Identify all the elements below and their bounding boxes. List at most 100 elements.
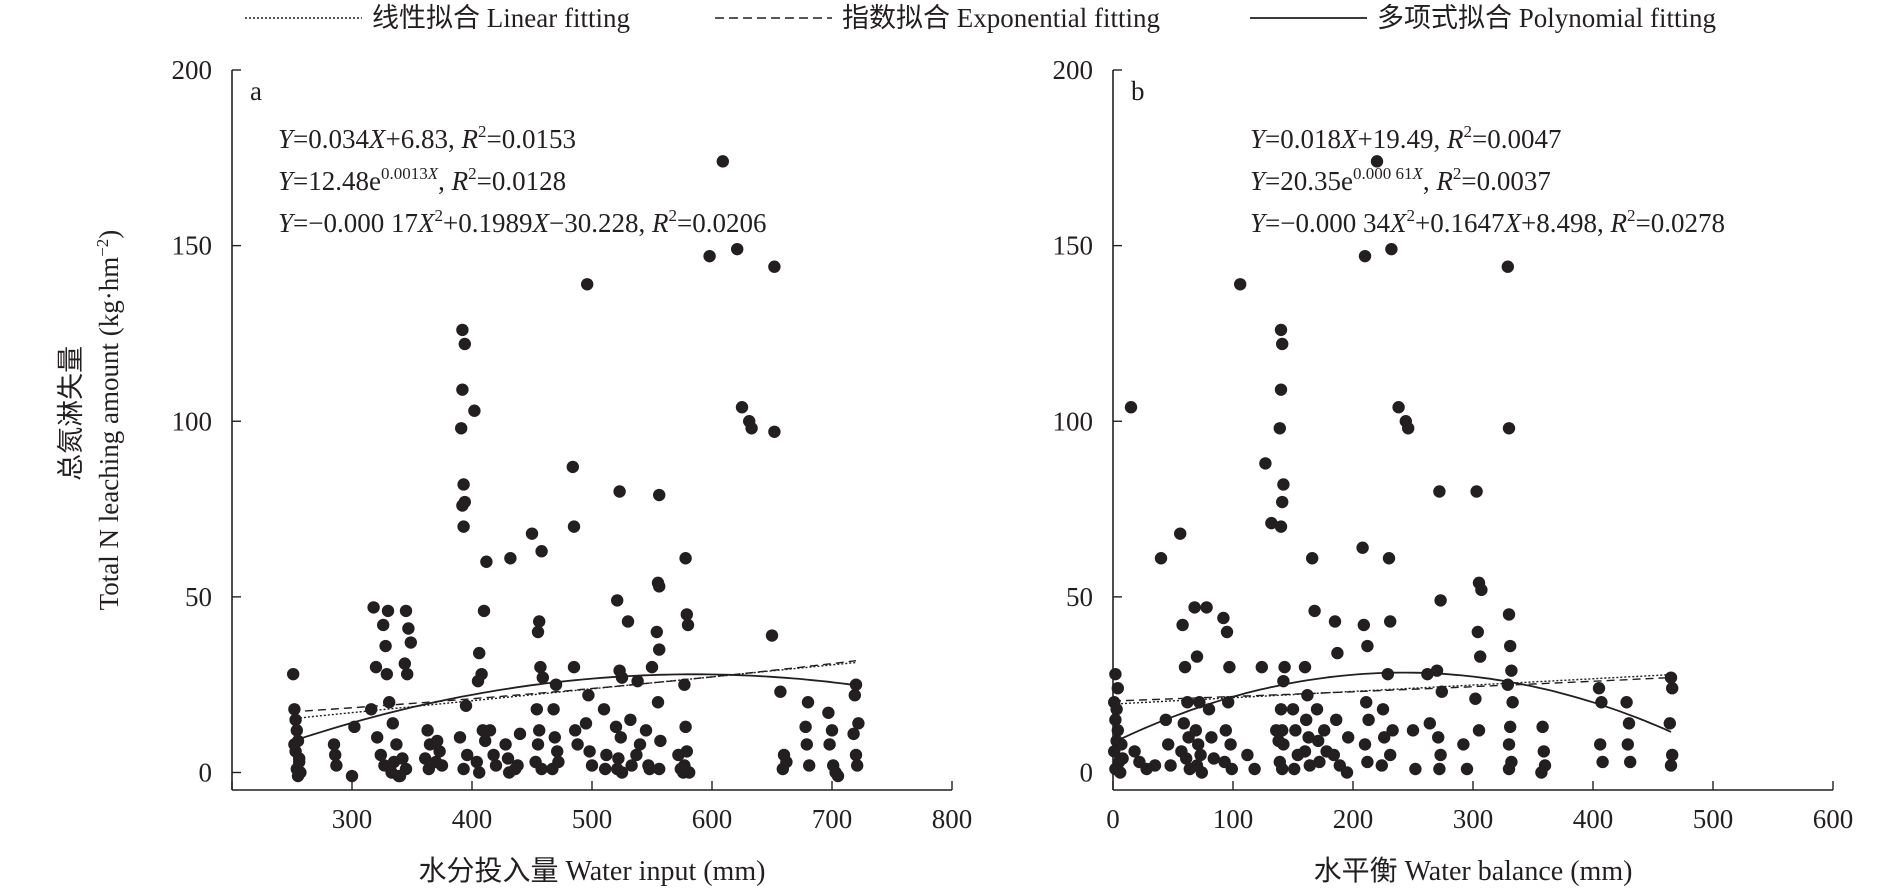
data-point [1181, 696, 1194, 709]
data-point [1192, 738, 1205, 751]
data-point [1434, 748, 1447, 762]
data-point [1357, 618, 1371, 632]
data-point [1331, 646, 1344, 660]
data-point [1298, 660, 1312, 674]
data-point [852, 717, 865, 730]
data-point [404, 636, 417, 649]
data-point [1330, 713, 1343, 727]
data-point [679, 552, 692, 565]
data-point [1174, 527, 1187, 540]
data-point [377, 618, 390, 632]
data-point [569, 724, 582, 737]
legend: 线性拟合 Linear fitting 指数拟合 Exponential fit… [245, 3, 1716, 33]
equation-part: =0.0206 [677, 208, 766, 238]
data-point [645, 660, 659, 674]
data-point [1666, 748, 1679, 762]
data-point [566, 460, 579, 474]
equation-part: =0.0153 [487, 124, 576, 154]
data-point [1278, 660, 1291, 674]
data-point [1189, 724, 1203, 737]
data-point [1225, 762, 1239, 776]
data-point [1434, 594, 1447, 607]
data-point [1114, 766, 1127, 779]
data-point [847, 727, 860, 741]
data-point [823, 738, 836, 751]
equation-part: X [1412, 164, 1424, 183]
y-axis-label-cn: 总氮淋失量 [56, 346, 86, 481]
data-point [1188, 601, 1201, 614]
data-point [1190, 650, 1204, 663]
data-point [1276, 337, 1289, 351]
data-point [365, 703, 378, 716]
data-point [630, 748, 643, 762]
data-point [1536, 720, 1549, 734]
data-point [803, 759, 816, 772]
data-point [1109, 667, 1122, 681]
data-point [459, 699, 473, 712]
data-point [1248, 762, 1261, 776]
data-point [1310, 703, 1324, 716]
data-point [1358, 249, 1372, 263]
data-point [1663, 717, 1677, 730]
data-point [468, 404, 481, 417]
fit-equation: Y=−0.000 17X2+0.1989X−30.228, R2=0.0206 [278, 206, 766, 238]
data-point [1666, 682, 1679, 695]
data-point [831, 769, 845, 783]
data-point [768, 425, 781, 438]
data-point [1537, 745, 1551, 758]
data-point [1274, 323, 1288, 337]
data-point [1217, 611, 1230, 625]
data-point [654, 734, 667, 748]
y-axis-label-close: ) [94, 230, 124, 239]
data-point [1205, 731, 1218, 744]
data-point [549, 678, 563, 691]
data-point [435, 759, 449, 772]
data-point [1176, 618, 1189, 632]
data-point [380, 667, 393, 681]
data-point [455, 422, 468, 435]
data-point [621, 615, 635, 628]
data-point [567, 660, 581, 674]
data-point [609, 720, 623, 734]
data-point [1302, 731, 1315, 744]
fit-line-polynomial [1112, 671, 1672, 744]
equation-part: +8.498, [1521, 208, 1610, 238]
data-point [381, 604, 395, 618]
equation-part: R [461, 124, 479, 154]
equation-part: +0.1647 [1415, 208, 1504, 238]
data-point [1306, 552, 1319, 565]
data-point [633, 738, 647, 751]
data-point [1502, 422, 1516, 435]
equation-part: +19.49, [1358, 124, 1447, 154]
data-point [383, 696, 396, 709]
equation-part: X [427, 164, 439, 183]
x-tick-label: 600 [1813, 804, 1854, 834]
data-point [457, 762, 470, 776]
data-point [1409, 762, 1422, 776]
data-point [1115, 738, 1128, 751]
data-point [1502, 738, 1516, 751]
data-point [1177, 717, 1191, 730]
data-point [1470, 485, 1483, 498]
data-point [371, 731, 384, 744]
data-point [379, 639, 392, 653]
data-point [287, 667, 300, 681]
equation-part: R [1609, 208, 1627, 238]
data-point [1385, 242, 1398, 256]
data-point [551, 745, 564, 758]
data-point [1116, 752, 1129, 765]
data-point [1421, 667, 1434, 681]
equation-part: =−0.000 17 [293, 208, 418, 238]
data-point [579, 717, 593, 730]
y-tick-label: 50 [1066, 582, 1093, 612]
equation-part: X [531, 208, 550, 238]
data-point [1361, 639, 1374, 653]
data-point [504, 552, 517, 565]
data-point [1475, 583, 1488, 597]
data-point [1376, 703, 1390, 716]
data-point [613, 485, 626, 498]
data-point [1406, 724, 1420, 737]
data-point [1241, 748, 1254, 762]
data-point [345, 769, 359, 783]
fit-equation: Y=0.034X+6.83, R2=0.0153 [278, 122, 576, 154]
